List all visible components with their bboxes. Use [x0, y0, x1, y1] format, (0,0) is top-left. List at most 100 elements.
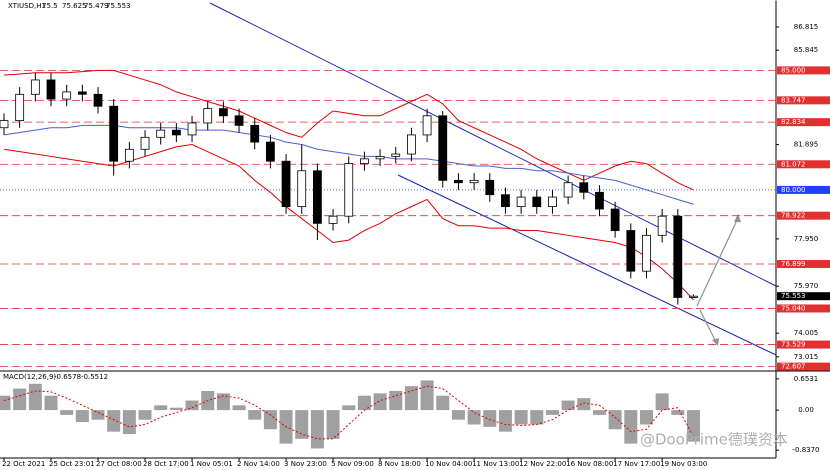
level-label-bg [777, 118, 830, 127]
candle [124, 142, 134, 169]
candle [689, 294, 698, 298]
level-label-bg [777, 96, 830, 105]
candle [642, 228, 651, 279]
candle-body [281, 160, 291, 208]
candle [407, 127, 416, 162]
candle-body [218, 108, 228, 117]
candle-body [360, 158, 369, 165]
candle-body [124, 148, 134, 162]
candle-body [344, 163, 354, 217]
candle-body [673, 215, 683, 298]
candle-body [642, 234, 651, 272]
macd-signal-value: -0.5512 [81, 373, 108, 381]
lower-band [3, 143, 694, 301]
candle-body [46, 79, 56, 100]
candle [328, 209, 338, 231]
candle-body [595, 191, 604, 210]
level-label: 81.072 [781, 160, 806, 168]
level-label-bg [777, 260, 830, 269]
y-tick-label: 77.950 [794, 235, 819, 243]
macd-bar [169, 407, 183, 411]
x-tick-label: 8 Nov 18:00 [378, 460, 421, 468]
level-label: 78.922 [781, 212, 806, 220]
x-tick-label: 11 Nov 13:00 [472, 460, 519, 468]
candle-body [297, 170, 307, 208]
candle [218, 101, 228, 123]
arrow-down-head [712, 338, 719, 346]
macd-bar [592, 410, 606, 415]
candle-body [328, 215, 338, 224]
x-tick-label: 2 Nov 14:00 [237, 460, 280, 468]
level-label-bg [777, 160, 830, 169]
x-tick-label: 3 Nov 23:00 [284, 460, 327, 468]
x-tick-label: 10 Nov 04:00 [425, 460, 472, 468]
candle-body [610, 208, 620, 231]
macd-bar [530, 410, 544, 425]
candle [469, 173, 479, 190]
candle [344, 156, 354, 224]
macd-bar [295, 410, 309, 439]
candle [234, 108, 244, 133]
candle-body [187, 122, 197, 136]
macd-bar [342, 405, 356, 411]
candle [516, 189, 526, 214]
macd-bar [248, 410, 262, 420]
x-tick-label: 5 Nov 09:00 [331, 460, 374, 468]
candle-body [109, 105, 119, 162]
candle-body [422, 115, 432, 136]
candle [595, 185, 604, 217]
candle-body [30, 79, 40, 95]
x-tick-label: 1 Nov 05:01 [190, 460, 233, 468]
level-label: 82.834 [781, 118, 806, 126]
y-tick-label: 0.6531 [794, 375, 819, 383]
candle [657, 209, 667, 243]
candle-body [77, 91, 87, 95]
y-tick-label: 85.845 [794, 46, 819, 54]
candle [109, 99, 119, 176]
candle-body [689, 295, 698, 298]
y-tick-label: 74.005 [794, 329, 819, 337]
candle-body [501, 194, 510, 208]
y-tick-label: 0.00 [798, 406, 814, 414]
macd-bar [436, 395, 450, 411]
macd-bar [420, 380, 434, 411]
macd-bar [44, 395, 58, 411]
candle [250, 118, 260, 150]
x-tick-label: 25 Oct 23:01 [49, 460, 95, 468]
pivot-label-bg [777, 185, 830, 194]
candle-body [62, 91, 72, 100]
candle [501, 187, 510, 214]
candle-body [532, 196, 542, 208]
candle-body [391, 153, 401, 157]
macd-value: -0.6578 [54, 373, 81, 381]
macd-bar [671, 410, 685, 415]
candle-body [407, 134, 416, 155]
level-label-bg [777, 211, 830, 220]
candle [77, 84, 87, 102]
macd-bar [639, 410, 653, 425]
candle-body [438, 115, 448, 181]
level-label-bg [777, 304, 830, 313]
y-tick-label: 73.015 [794, 353, 819, 361]
level-label: 75.040 [781, 304, 806, 312]
candle [0, 113, 9, 135]
candle-body [626, 230, 636, 272]
macd-bar [498, 410, 512, 432]
candle [485, 173, 495, 202]
candle [391, 146, 401, 164]
y-tick-label: 81.895 [794, 141, 819, 149]
macd-bar [216, 393, 230, 411]
candle-body [203, 108, 213, 124]
candle [548, 189, 557, 214]
macd-bar [138, 410, 152, 420]
current-price: 75.553 [781, 292, 806, 300]
candle [610, 201, 620, 238]
macd-bar [60, 410, 74, 415]
candle-body [140, 136, 150, 150]
macd-bar [686, 410, 700, 442]
macd-bar [13, 388, 27, 411]
level-label-bg [777, 66, 830, 75]
candle [140, 130, 150, 157]
macd-bar [608, 410, 622, 430]
level-label: 72.607 [781, 363, 806, 371]
